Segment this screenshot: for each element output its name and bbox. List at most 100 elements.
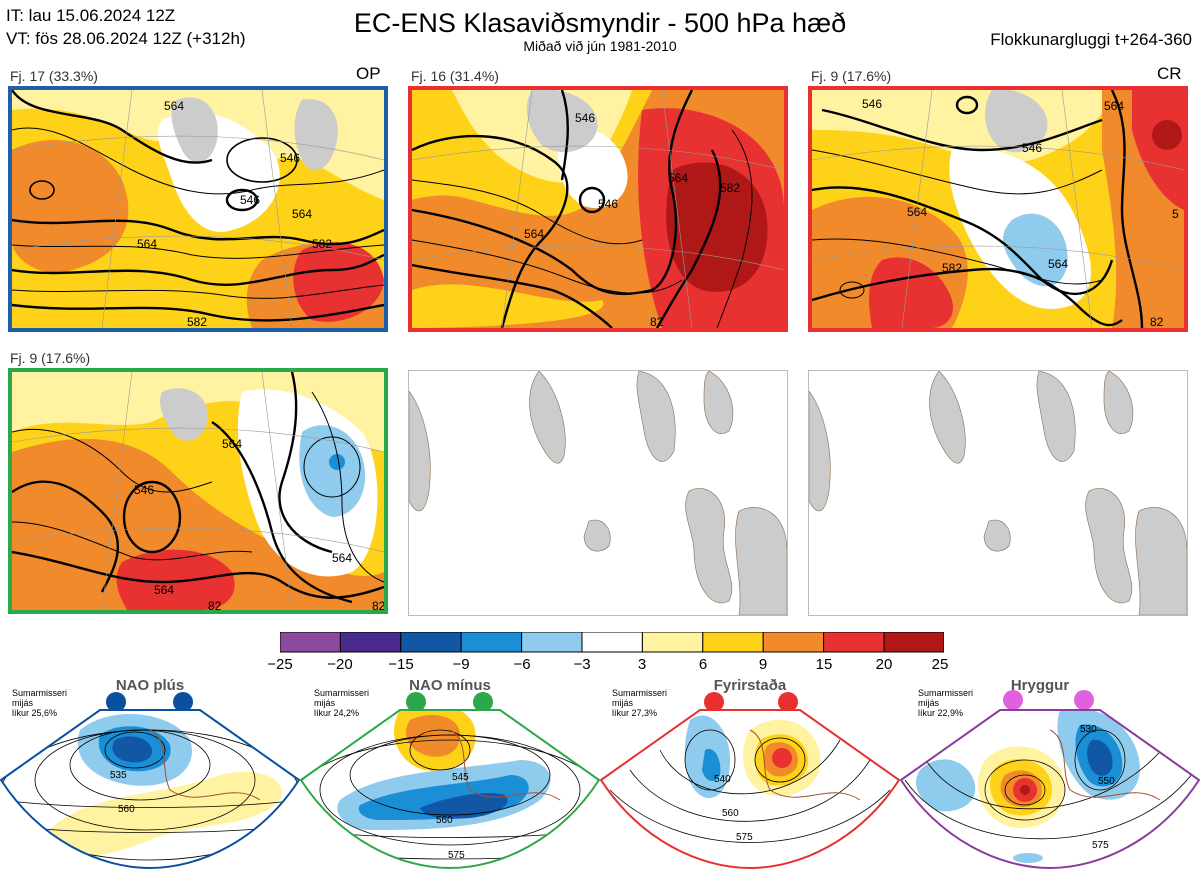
contour-label: 546 bbox=[134, 483, 154, 497]
colorbar-swatch bbox=[280, 632, 341, 653]
regime-4-marker-icon bbox=[1003, 690, 1023, 710]
contour-label: 564 bbox=[332, 551, 352, 565]
panel-4-label: Fj. 9 (17.6%) bbox=[10, 350, 91, 366]
page-subtitle: Miðað við jún 1981-2010 bbox=[523, 38, 677, 54]
contour-label: 546 bbox=[280, 151, 300, 165]
regime-1-marker-icon bbox=[106, 692, 126, 712]
contour-label: 546 bbox=[1022, 141, 1042, 155]
regime-2-marker-icon bbox=[473, 692, 493, 712]
cluster-map-4: 546 564 564 82 564 82 bbox=[12, 372, 384, 610]
colorbar-tick: −9 bbox=[452, 656, 470, 673]
valid-time: VT: fös 28.06.2024 12Z (+312h) bbox=[6, 29, 246, 48]
panel-3-label: Fj. 9 (17.6%) bbox=[811, 68, 892, 84]
contour-label: 582 bbox=[942, 261, 962, 275]
regime-4-title: Hryggur bbox=[1010, 677, 1070, 694]
contour-label: 546 bbox=[240, 193, 260, 207]
contour-label: 564 bbox=[222, 437, 242, 451]
contour-label: 540 bbox=[714, 774, 731, 785]
header-info: IT: lau 15.06.2024 12Z VT: fös 28.06.202… bbox=[6, 4, 246, 50]
contour-label: 564 bbox=[154, 583, 174, 597]
panel-3-tag: CR bbox=[1157, 64, 1182, 83]
colorbar-tick: −6 bbox=[513, 656, 531, 673]
regime-2-title: NAO mínus bbox=[409, 677, 491, 694]
cluster-panel-2[interactable]: 546 546 564 582 564 82 bbox=[408, 86, 788, 332]
contour-label: 582 bbox=[312, 237, 332, 251]
contour-label: 575 bbox=[448, 850, 465, 861]
contour-label: 546 bbox=[575, 111, 595, 125]
colorbar-tick: 9 bbox=[758, 656, 768, 673]
regime-4-map: 530 550 575 bbox=[900, 709, 1200, 870]
contour-label: 575 bbox=[736, 832, 753, 843]
contour-label: 564 bbox=[137, 237, 157, 251]
contour-label: 564 bbox=[1104, 99, 1124, 113]
cluster-panel-3[interactable]: 546 546 564 564 582 564 82 5 bbox=[808, 86, 1188, 332]
contour-label: 82 bbox=[208, 599, 222, 610]
regime-3-title: Fyrirstaða bbox=[713, 677, 787, 694]
contour-label: 546 bbox=[598, 197, 618, 211]
contour-label: 5 bbox=[1172, 207, 1179, 221]
contour-label: 564 bbox=[907, 205, 927, 219]
cluster-panel-1[interactable]: 564 546 546 564 582 564 582 bbox=[8, 86, 388, 332]
colorbar-tick: −3 bbox=[573, 656, 591, 673]
panel-1-label: Fj. 17 (33.3%) bbox=[10, 68, 98, 84]
contour-label: 564 bbox=[292, 207, 312, 221]
regime-4-note: Sumarmisseri mijás líkur 22,9% bbox=[918, 688, 974, 718]
colorbar-tick: 6 bbox=[698, 656, 708, 673]
regime-3-marker-icon bbox=[778, 692, 798, 712]
regime-3-map: 540 560 575 bbox=[600, 709, 900, 870]
contour-label: 582 bbox=[187, 315, 207, 328]
contour-label: 564 bbox=[524, 227, 544, 241]
colorbar-tick: 25 bbox=[931, 656, 949, 673]
regime-1-marker-icon bbox=[173, 692, 193, 712]
colorbar-swatch bbox=[460, 632, 523, 653]
regime-3-marker-icon bbox=[704, 692, 724, 712]
contour-label: 535 bbox=[110, 770, 127, 781]
contour-label: 545 bbox=[452, 772, 469, 783]
contour-label: 550 bbox=[1098, 776, 1115, 787]
cluster-panel-4[interactable]: 546 564 564 82 564 82 bbox=[8, 368, 388, 614]
colorbar-swatch bbox=[400, 632, 462, 653]
base-map-6 bbox=[809, 371, 1187, 615]
contour-label: 82 bbox=[650, 315, 664, 328]
contour-label: 564 bbox=[668, 171, 688, 185]
panel-1-tag: OP bbox=[356, 64, 381, 83]
colorbar-swatch bbox=[521, 632, 583, 653]
colorbar bbox=[280, 632, 944, 653]
colorbar-swatch bbox=[702, 632, 764, 653]
contour-label: 582 bbox=[720, 181, 740, 195]
colorbar-tick: 20 bbox=[875, 656, 893, 673]
regime-1-map: 535 560 bbox=[0, 709, 300, 870]
contour-label: 564 bbox=[164, 99, 184, 113]
panel-2-label: Fj. 16 (31.4%) bbox=[411, 68, 499, 84]
colorbar-tick: 3 bbox=[637, 656, 647, 673]
colorbar-tick: 15 bbox=[815, 656, 833, 673]
contour-label: 546 bbox=[862, 97, 882, 111]
empty-panel-6[interactable] bbox=[808, 370, 1188, 616]
regime-2-marker-icon bbox=[406, 692, 426, 712]
cluster-map-2: 546 546 564 582 564 82 bbox=[412, 90, 784, 328]
colorbar-swatch bbox=[581, 632, 643, 653]
cluster-map-3: 546 546 564 564 582 564 82 5 bbox=[812, 90, 1184, 328]
regime-3-note: Sumarmisseri mijás líkur 27,3% bbox=[612, 688, 668, 718]
classification-window: Flokkunargluggi t+264-360 bbox=[990, 30, 1192, 49]
colorbar-swatch bbox=[762, 632, 825, 653]
regime-4-marker-icon bbox=[1074, 690, 1094, 710]
initial-time: IT: lau 15.06.2024 12Z bbox=[6, 6, 176, 25]
colorbar-swatch bbox=[339, 632, 402, 653]
regime-2-note: Sumarmisseri mijás líkur 24,2% bbox=[314, 688, 370, 718]
contour-label: 82 bbox=[372, 599, 384, 610]
contour-label: 560 bbox=[118, 804, 135, 815]
colorbar-tick: −15 bbox=[388, 656, 414, 673]
base-map-5 bbox=[409, 371, 787, 615]
contour-label: 560 bbox=[722, 808, 739, 819]
empty-panel-5[interactable] bbox=[408, 370, 788, 616]
contour-label: 564 bbox=[1048, 257, 1068, 271]
regime-1-title: NAO plús bbox=[115, 677, 185, 694]
colorbar-swatch bbox=[641, 632, 704, 653]
cluster-map-1: 564 546 546 564 582 564 582 bbox=[12, 90, 384, 328]
contour-label: 575 bbox=[1092, 840, 1109, 851]
colorbar-swatch bbox=[883, 632, 944, 653]
regime-1-note: Sumarmisseri mijás líkur 25,6% bbox=[12, 688, 68, 718]
colorbar-tick: −25 bbox=[267, 656, 293, 673]
contour-label: 82 bbox=[1150, 315, 1164, 328]
